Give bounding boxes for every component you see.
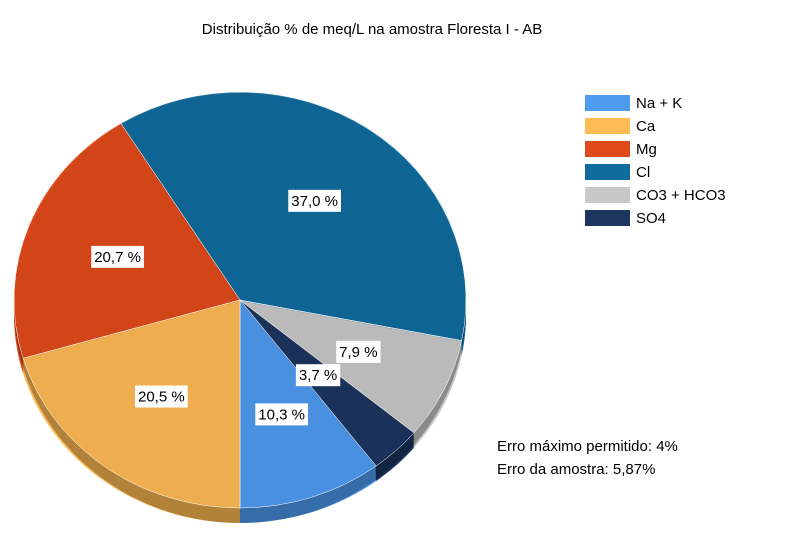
legend-swatch xyxy=(585,187,630,203)
slice xyxy=(239,299,462,434)
slice xyxy=(13,122,241,359)
legend-label: Cl xyxy=(636,164,650,181)
data-label-group: 37,0 % xyxy=(288,189,341,212)
slice xyxy=(239,299,377,509)
slice xyxy=(22,299,241,509)
slice xyxy=(120,91,467,341)
legend-label: CO3 + HCO3 xyxy=(636,187,726,204)
data-label: 20,5 % xyxy=(138,388,185,405)
data-label-group: 7,9 % xyxy=(336,340,381,363)
legend-swatch xyxy=(585,164,630,180)
legend-label: Mg xyxy=(636,141,657,158)
data-label-group: 3,7 % xyxy=(295,364,341,387)
data-label-box xyxy=(336,340,381,363)
data-label-group: 20,5 % xyxy=(135,385,188,408)
data-label-box xyxy=(295,364,341,387)
data-label-box xyxy=(135,385,188,408)
annotation: Erro da amostra: 5,87% xyxy=(497,461,655,478)
legend-label: Na + K xyxy=(636,95,682,112)
data-label-group: 20,7 % xyxy=(91,245,144,268)
legend-label: Ca xyxy=(636,118,656,135)
legend-swatch xyxy=(585,118,630,134)
data-label: 10,3 % xyxy=(258,406,305,423)
data-label: 20,7 % xyxy=(94,249,141,266)
annotation: Erro máximo permitido: 4% xyxy=(497,438,678,455)
data-label-box xyxy=(91,245,144,268)
legend-swatch xyxy=(585,95,630,111)
data-label-group: 10,3 % xyxy=(255,403,308,426)
legend-swatch xyxy=(585,141,630,157)
data-label: 7,9 % xyxy=(339,344,377,361)
data-label-box xyxy=(255,403,308,426)
legend-label: SO4 xyxy=(636,210,666,227)
data-label-box xyxy=(288,189,341,212)
data-label: 37,0 % xyxy=(291,193,338,210)
chart-title: Distribuição % de meq/L na amostra Flore… xyxy=(202,21,542,38)
legend-swatch xyxy=(585,210,630,226)
data-label: 3,7 % xyxy=(299,367,337,384)
